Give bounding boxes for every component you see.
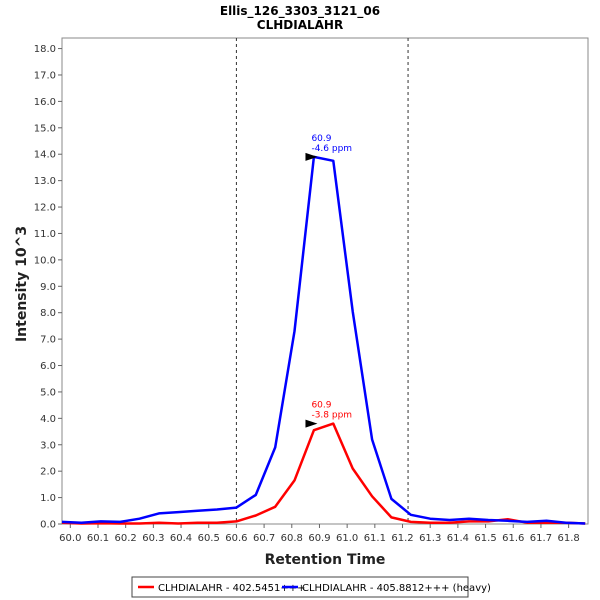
y-tick-label: 18.0 [34,44,56,55]
y-tick-label: 5.0 [40,387,56,398]
y-tick-label: 17.0 [34,70,56,81]
x-tick-label: 60.7 [253,533,275,544]
y-tick-label: 10.0 [34,255,56,266]
plot-border [61,37,589,525]
peak-rt-label: 60.9 [311,401,331,411]
y-tick-label: 4.0 [40,414,56,425]
chart-title: Ellis_126_3303_3121_06 [220,4,380,19]
chart-subtitle: CLHDIALAHR [257,18,343,32]
peak-marker-arrow [305,419,318,428]
x-tick-label: 60.8 [281,533,303,544]
y-tick-label: 14.0 [34,150,56,161]
x-tick-label: 60.1 [87,533,109,544]
x-tick-label: 60.5 [198,533,220,544]
x-tick-label: 60.9 [308,533,330,544]
y-axis: 0.0 1.0 2.0 3.0 4.0 5.0 6.0 7.0 8.0 9.0 10.0 11.0 12… [34,44,62,531]
x-tick-label: 61.4 [447,533,469,544]
y-tick-label: 13.0 [34,176,56,187]
x-tick-label: 60.6 [225,533,247,544]
peak-ppm-label: -3.8 ppm [311,411,352,421]
y-tick-label: 0.0 [40,520,56,531]
peak-rt-label: 60.9 [311,134,331,144]
x-tick-label: 61.2 [391,533,413,544]
x-axis: 60.0 60.1 60.2 60.3 60.4 60.5 60.6 60.7 60.8 60.9… [59,524,580,544]
y-tick-label: 2.0 [40,467,56,478]
series-layer [61,155,586,525]
y-tick-label: 11.0 [34,229,56,240]
legend-label-0: CLHDIALAHR - 402.5451+++ [158,583,306,594]
y-tick-label: 6.0 [40,361,56,372]
x-tick-label: 61.8 [557,533,579,544]
x-tick-label: 61.5 [474,533,496,544]
legend-box [131,576,469,598]
x-tick-label: 61.1 [364,533,386,544]
y-tick-label: 16.0 [34,97,56,108]
legend-label-1: CLHDIALAHR - 405.8812+++ (heavy) [302,583,491,594]
peak-marker-arrow [305,152,318,161]
x-tick-label: 60.2 [115,533,137,544]
x-tick-label: 61.3 [419,533,441,544]
x-axis-title: Retention Time [265,552,386,568]
y-axis-title: Intensity 10^3 [14,226,30,342]
x-tick-label: 61.7 [530,533,552,544]
y-tick-label: 3.0 [40,440,56,451]
y-tick-label: 12.0 [34,203,56,214]
legend: CLHDIALAHR - 402.5451+++CLHDIALAHR - 405… [131,576,491,598]
plot-area [61,37,589,525]
y-tick-label: 1.0 [40,493,56,504]
x-tick-label: 60.0 [59,533,81,544]
x-tick-label: 61.0 [336,533,358,544]
series-line-1 [61,155,586,525]
y-tick-label: 9.0 [40,282,56,293]
peak-ppm-label: -4.6 ppm [311,144,352,154]
y-tick-label: 7.0 [40,335,56,346]
x-tick-label: 60.4 [170,533,192,544]
integration-bounds [235,38,409,524]
x-tick-label: 60.3 [142,533,164,544]
x-tick-label: 61.6 [502,533,524,544]
y-tick-label: 15.0 [34,123,56,134]
y-tick-label: 8.0 [40,308,56,319]
